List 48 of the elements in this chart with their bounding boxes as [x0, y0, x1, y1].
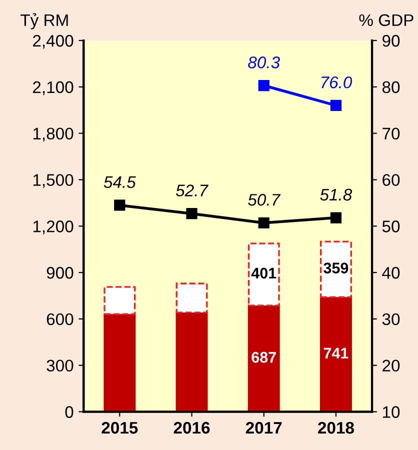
data-label: 401: [251, 268, 276, 279]
data-label: 80.3: [248, 56, 280, 68]
data-label: 687: [252, 352, 276, 363]
y2-tick-label: 80: [382, 81, 400, 94]
y2-tick-label: 70: [382, 128, 400, 140]
y-tick-label: 1,500: [33, 174, 74, 188]
x-tick-label: 2018: [318, 422, 354, 434]
bar: [320, 296, 352, 412]
point: [258, 80, 270, 92]
data-label: 76.0: [321, 76, 352, 88]
point: [330, 212, 342, 224]
bar: [248, 242, 280, 306]
point: [186, 208, 198, 220]
data-label: 359: [324, 262, 348, 274]
y-tick-label: 900: [46, 266, 74, 279]
y-tick-label: 1,800: [33, 128, 74, 142]
y2-tick-label: 50: [382, 220, 400, 232]
y-tick-label: 0: [65, 406, 74, 418]
bar: [104, 313, 136, 412]
y2-tick-label: 40: [382, 266, 400, 279]
data-label: 54.5: [104, 176, 136, 188]
y-tick-label: 1,200: [33, 220, 74, 234]
x-tick-label: 2016: [174, 422, 210, 434]
y-axis-title: Tỷ RM: [20, 13, 68, 30]
bar: [104, 286, 136, 315]
bar: [248, 304, 280, 412]
y2-axis-title: % GDP: [359, 14, 414, 26]
y-tick-label: 2,100: [33, 81, 74, 96]
y2-tick-label: 10: [383, 406, 400, 418]
x-tick-label: 2015: [102, 422, 138, 434]
bar: [176, 312, 208, 412]
x-tick-label: 2017: [246, 422, 282, 434]
data-label: 50.7: [248, 194, 281, 206]
point: [114, 200, 126, 211]
y-tick-label: 300: [46, 360, 74, 372]
point: [330, 100, 342, 112]
bar: [320, 240, 352, 298]
y2-tick-label: 90: [382, 34, 400, 47]
y-tick-label: 600: [46, 313, 74, 326]
data-label: 741: [324, 348, 348, 358]
y-tick-label: 2,400: [33, 34, 74, 49]
point: [258, 217, 270, 228]
data-label: 51.8: [320, 188, 352, 201]
y2-tick-label: 60: [382, 174, 400, 186]
data-label: 52.7: [176, 184, 208, 196]
y2-tick-label: 20: [382, 360, 400, 372]
bar: [176, 282, 208, 314]
y2-tick-label: 30: [382, 313, 400, 326]
